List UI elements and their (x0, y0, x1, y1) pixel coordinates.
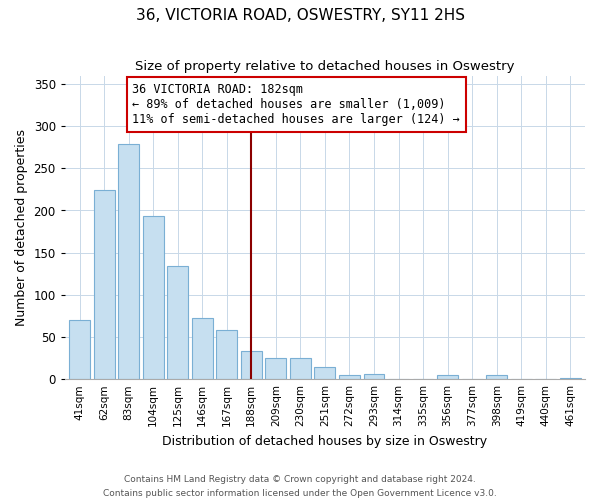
Bar (167, 266, 188, 379)
Text: Contains HM Land Registry data © Crown copyright and database right 2024.
Contai: Contains HM Land Registry data © Crown c… (103, 476, 497, 498)
Bar (192, 318, 212, 379)
X-axis label: Distribution of detached houses by size in Oswestry: Distribution of detached houses by size … (163, 434, 487, 448)
Bar (241, 350, 262, 379)
Bar (217, 330, 237, 379)
Bar (314, 366, 335, 379)
Bar (265, 358, 286, 379)
Text: 36, VICTORIA ROAD, OSWESTRY, SY11 2HS: 36, VICTORIA ROAD, OSWESTRY, SY11 2HS (136, 8, 464, 22)
Bar (143, 216, 164, 379)
Bar (118, 144, 139, 379)
Bar (69, 320, 90, 379)
Bar (94, 190, 115, 379)
Bar (364, 374, 385, 379)
Title: Size of property relative to detached houses in Oswestry: Size of property relative to detached ho… (135, 60, 515, 73)
Y-axis label: Number of detached properties: Number of detached properties (15, 129, 28, 326)
Bar (486, 375, 507, 379)
Bar (437, 375, 458, 379)
Bar (560, 378, 581, 379)
Bar (339, 375, 360, 379)
Text: 36 VICTORIA ROAD: 182sqm
← 89% of detached houses are smaller (1,009)
11% of sem: 36 VICTORIA ROAD: 182sqm ← 89% of detach… (133, 83, 460, 126)
Bar (290, 358, 311, 379)
